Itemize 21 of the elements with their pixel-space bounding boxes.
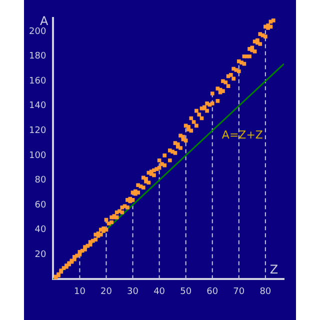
x-tick-label: 70	[233, 286, 245, 297]
x-axis-title: Z	[270, 262, 278, 276]
x-tick-label: 30	[127, 286, 139, 297]
y-tick-label: 140	[28, 101, 46, 112]
y-tick-label: 80	[34, 176, 46, 186]
x-tick-label: 80	[260, 286, 272, 297]
y-tick-label: 40	[34, 225, 46, 236]
y-tick-label: 60	[34, 200, 46, 210]
y-tick-label: 160	[28, 76, 46, 86]
x-tick-label: 10	[74, 286, 86, 297]
annotation: A=Z+Z	[222, 128, 264, 142]
y-tick-label: 20	[34, 250, 46, 260]
x-tick-label: 20	[100, 286, 112, 297]
y-tick-label: 100	[28, 150, 46, 161]
y-tick-label: 180	[28, 52, 46, 62]
x-tick-label: 50	[180, 286, 192, 297]
x-tick-label: 40	[154, 286, 166, 297]
x-tick-label: 60	[206, 286, 218, 297]
y-tick-label: 120	[28, 126, 46, 136]
y-axis-title: A	[40, 14, 49, 28]
y-tick-label: 200	[28, 26, 46, 37]
